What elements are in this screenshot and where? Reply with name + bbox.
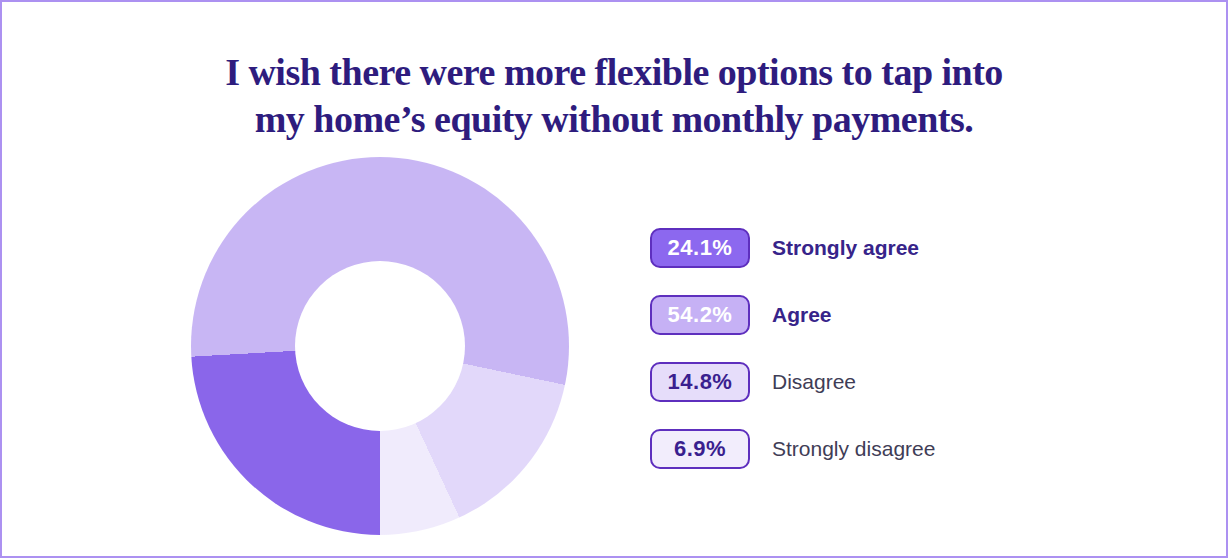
legend-label-disagree: Disagree <box>772 370 856 394</box>
chart-title-line-2: my home’s equity without monthly payment… <box>2 96 1226 142</box>
legend-row: 54.2% Agree <box>650 295 935 335</box>
infographic-canvas: I wish there were more flexible options … <box>0 0 1228 558</box>
legend-badge-strongly-agree: 24.1% <box>650 228 750 268</box>
legend-value: 54.2% <box>668 302 733 328</box>
legend-row: 6.9% Strongly disagree <box>650 429 935 469</box>
chart-title-line-1: I wish there were more flexible options … <box>2 49 1226 95</box>
legend-value: 6.9% <box>674 436 726 462</box>
legend-badge-agree: 54.2% <box>650 295 750 335</box>
legend-value: 14.8% <box>668 369 733 395</box>
legend: 24.1% Strongly agree 54.2% Agree 14.8% D… <box>650 228 935 469</box>
donut-chart <box>191 157 569 535</box>
legend-badge-disagree: 14.8% <box>650 362 750 402</box>
donut-hole <box>295 261 465 431</box>
legend-row: 24.1% Strongly agree <box>650 228 935 268</box>
legend-label-strongly-disagree: Strongly disagree <box>772 437 935 461</box>
legend-label-agree: Agree <box>772 303 832 327</box>
legend-value: 24.1% <box>668 235 733 261</box>
legend-row: 14.8% Disagree <box>650 362 935 402</box>
legend-badge-strongly-disagree: 6.9% <box>650 429 750 469</box>
legend-label-strongly-agree: Strongly agree <box>772 236 919 260</box>
chart-title: I wish there were more flexible options … <box>2 49 1226 142</box>
